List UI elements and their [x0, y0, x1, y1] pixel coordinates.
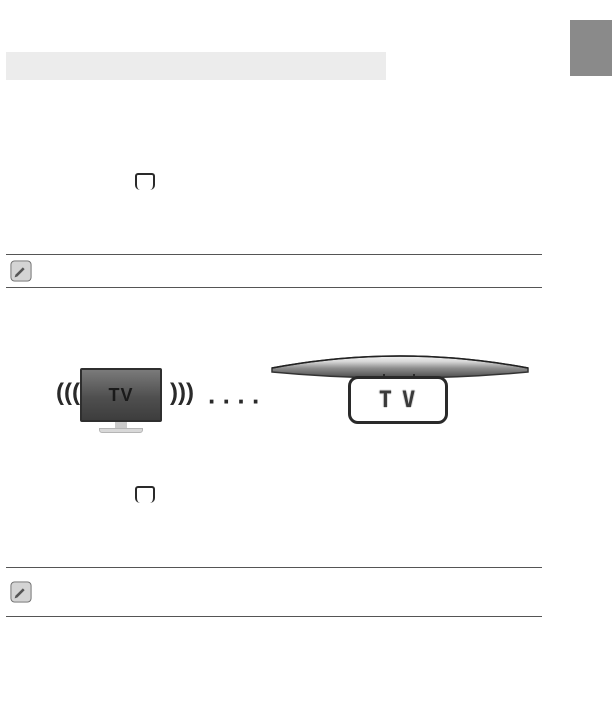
note-row: [6, 254, 542, 288]
section-header-bar: [6, 52, 386, 80]
page-edge-tab: [570, 20, 612, 76]
source-icon: [135, 486, 155, 503]
source-icon: [135, 173, 155, 190]
television-icon: TV: [80, 368, 162, 433]
tv-screen-label: TV: [108, 385, 133, 406]
pencil-note-icon: [10, 260, 32, 282]
connection-diagram: ((( TV ))) ···· TV: [50, 350, 540, 460]
soundbar-device: TV: [270, 350, 530, 385]
note-row: [6, 567, 542, 617]
pencil-note-icon: [10, 581, 32, 603]
radio-waves-left-icon: (((: [56, 386, 80, 400]
soundbar-display-text: TV: [371, 388, 426, 413]
radio-waves-right-icon: ))): [170, 386, 194, 400]
soundbar-display: TV: [348, 376, 448, 424]
connection-dots-icon: ····: [208, 386, 267, 417]
